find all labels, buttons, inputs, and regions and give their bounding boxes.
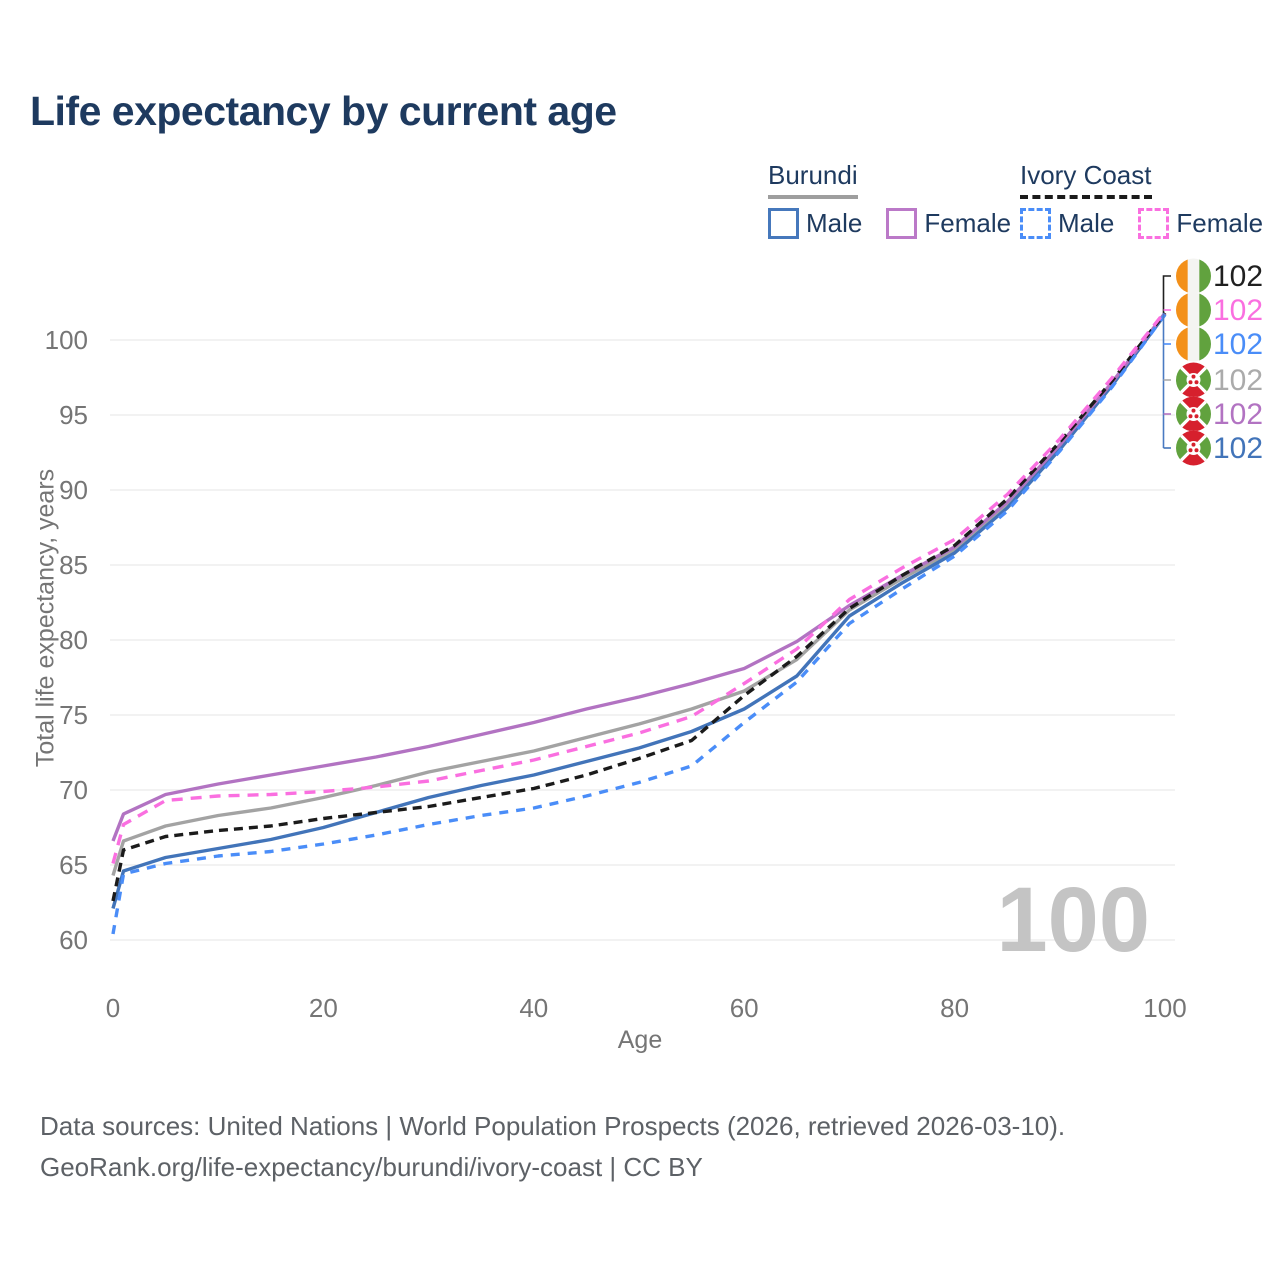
series-line-ivory-coast-both-sexes[interactable] — [111, 311, 1167, 902]
x-axis-title: Age — [617, 1026, 663, 1054]
series-line-burundi-female[interactable] — [111, 311, 1167, 842]
legend-swatch-burundi-male[interactable] — [768, 208, 799, 239]
ivory-coast-flag-icon — [1176, 326, 1211, 362]
y-tick-label-90: 90 — [59, 475, 88, 505]
x-tick-label-100: 100 — [1143, 993, 1187, 1023]
legend-swatch-ivory-coast-male[interactable] — [1020, 208, 1051, 239]
end-label-value-ivory-coast-both-sexes: 102 — [1213, 260, 1263, 293]
burundi-flag-icon — [1176, 396, 1211, 432]
legend-label-ivory-coast-male: Male — [1058, 208, 1115, 238]
legend-group-ivory-coast: Ivory Coast Male Female — [1020, 160, 1263, 239]
x-tick-label-0: 0 — [105, 993, 121, 1023]
age-watermark: 100 — [997, 869, 1151, 971]
y-tick-label-65: 65 — [59, 850, 88, 880]
legend-label-burundi-male: Male — [806, 208, 863, 238]
y-tick-label-60: 60 — [59, 925, 88, 955]
end-label-value-burundi-female: 102 — [1213, 398, 1263, 431]
legend-item-ivory-coast-male[interactable]: Male — [1020, 208, 1114, 239]
end-label-value-burundi-both-sexes: 102 — [1213, 364, 1263, 397]
y-tick-label-70: 70 — [59, 775, 88, 805]
ivory-coast-flag-icon — [1176, 258, 1211, 294]
footer: Data sources: United Nations | World Pop… — [40, 1106, 1065, 1188]
x-tick-label-60: 60 — [729, 993, 759, 1023]
footer-url-line: GeoRank.org/life-expectancy/burundi/ivor… — [40, 1152, 703, 1182]
footer-sources-line: Data sources: United Nations | World Pop… — [40, 1111, 1066, 1141]
end-label-value-ivory-coast-male: 102 — [1213, 328, 1263, 361]
series-line-ivory-coast-female[interactable] — [111, 310, 1167, 864]
legend-swatch-ivory-coast-female[interactable] — [1138, 208, 1170, 239]
burundi-flag-icon — [1176, 362, 1211, 398]
legend-group-title-burundi: Burundi — [768, 160, 858, 199]
legend-group-burundi: Burundi Male Female — [768, 160, 1011, 239]
y-tick-label-100: 100 — [44, 325, 88, 355]
end-label-value-burundi-male: 102 — [1213, 432, 1263, 465]
legend-label-burundi-female: Female — [924, 208, 1012, 238]
legend-item-burundi-male[interactable]: Male — [768, 208, 862, 239]
legend-item-burundi-female[interactable]: Female — [886, 208, 1011, 239]
legend-swatch-burundi-female[interactable] — [886, 208, 918, 239]
ivory-coast-flag-icon — [1176, 292, 1211, 328]
y-tick-label-80: 80 — [59, 625, 88, 655]
x-tick-label-40: 40 — [519, 993, 549, 1023]
legend-label-ivory-coast-female: Female — [1176, 208, 1264, 238]
y-tick-label-75: 75 — [59, 700, 88, 730]
x-tick-label-80: 80 — [940, 993, 970, 1023]
legend-item-ivory-coast-female[interactable]: Female — [1138, 208, 1263, 239]
series-line-burundi-both-sexes[interactable] — [111, 311, 1167, 876]
burundi-flag-icon — [1176, 430, 1211, 466]
page-title: Life expectancy by current age — [30, 88, 617, 134]
series-line-burundi-male[interactable] — [111, 313, 1167, 909]
y-tick-label-85: 85 — [59, 550, 88, 580]
end-label-connector-top — [1162, 275, 1171, 313]
legend-group-title-ivory-coast: Ivory Coast — [1020, 160, 1152, 199]
y-tick-label-95: 95 — [59, 400, 88, 430]
end-label-value-ivory-coast-female: 102 — [1213, 294, 1263, 327]
x-tick-label-20: 20 — [308, 993, 338, 1023]
